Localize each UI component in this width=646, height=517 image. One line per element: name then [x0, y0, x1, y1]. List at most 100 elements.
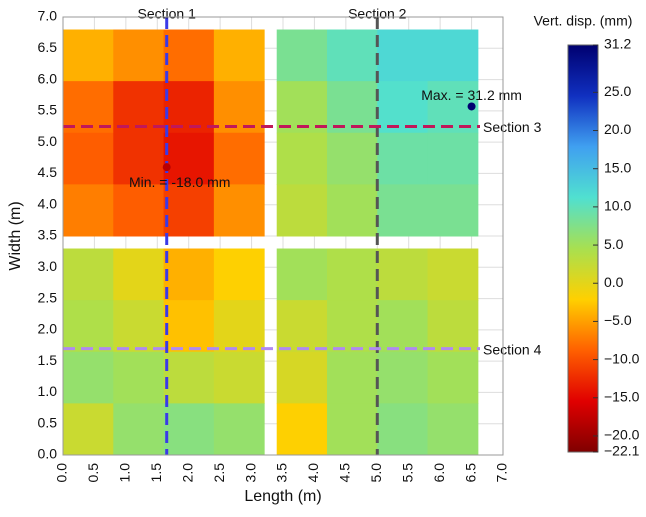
y-tick-label: 5.5	[38, 102, 58, 118]
heat-cell	[63, 184, 114, 237]
heat-cell	[377, 248, 429, 301]
heat-cell	[213, 403, 265, 456]
heat-cell	[327, 248, 378, 301]
heat-cell	[427, 132, 479, 185]
heat-cell	[213, 81, 265, 134]
colorbar-tick-label: −10.0	[604, 350, 640, 366]
heat-cell	[213, 351, 265, 404]
extreme-point	[467, 102, 476, 111]
section-label: Section 2	[348, 6, 407, 22]
heat-cell	[113, 403, 165, 456]
heat-cell	[163, 81, 215, 134]
plot-frame	[62, 16, 504, 456]
y-tick-label: 6.5	[38, 39, 58, 55]
heat-cell	[63, 351, 114, 404]
heat-cell	[213, 132, 265, 185]
heat-cell	[276, 29, 328, 82]
heat-cell	[213, 29, 265, 82]
heat-cell	[113, 81, 165, 134]
x-tick-label: 2.5	[211, 463, 227, 483]
heat-cell	[327, 184, 378, 237]
heat-cell	[63, 132, 114, 185]
y-tick-label: 3.5	[38, 227, 58, 243]
y-tick-label: 3.0	[38, 258, 58, 274]
x-tick-label: 1.5	[148, 463, 164, 483]
y-tick-label: 1.0	[38, 383, 58, 399]
heat-cell	[327, 29, 378, 82]
x-tick-label: 0.0	[54, 463, 70, 483]
heat-cell	[163, 300, 215, 353]
annotation: Max. = 31.2 mm	[421, 87, 522, 103]
heat-cell	[427, 403, 479, 456]
heat-cell	[213, 184, 265, 237]
heat-cell	[327, 351, 378, 404]
heat-cell	[113, 132, 165, 185]
section-label: Section 4	[483, 341, 542, 357]
colorbar-tick-label: −5.0	[604, 312, 632, 328]
colorbar-title: Vert. disp. (mm)	[534, 13, 633, 29]
colorbar-tick-label: 15.0	[604, 159, 631, 175]
colorbar-tick-label: −15.0	[604, 388, 640, 404]
x-tick-label: 1.0	[117, 463, 133, 483]
x-tick-label: 6.0	[431, 463, 447, 483]
heat-cell	[276, 351, 328, 404]
heat-cell	[113, 248, 165, 301]
x-tick-label: 5.5	[399, 463, 415, 483]
y-tick-label: 1.5	[38, 352, 58, 368]
heat-cell	[276, 81, 328, 134]
x-tick-label: 7.0	[494, 463, 510, 483]
heat-cell	[163, 184, 215, 237]
colorbar-tick-label: 31.2	[604, 36, 631, 52]
heat-cell	[327, 132, 378, 185]
extreme-point	[162, 163, 171, 172]
heat-cell	[377, 403, 429, 456]
heat-cell	[163, 29, 215, 82]
heat-cell	[213, 248, 265, 301]
colorbar-tick-label: 5.0	[604, 236, 624, 252]
heat-cell	[427, 248, 479, 301]
heat-cell	[427, 29, 479, 82]
heat-cell	[276, 132, 328, 185]
heat-cell	[427, 300, 479, 353]
colorbar-tick-label: −22.1	[604, 443, 640, 459]
y-tick-label: 0.5	[38, 414, 58, 430]
heat-cell	[327, 300, 378, 353]
heat-cell	[163, 132, 215, 185]
heat-cell	[377, 184, 429, 237]
y-axis-label: Width (m)	[7, 201, 24, 270]
y-tick-label: 2.5	[38, 289, 58, 305]
heat-cell	[63, 248, 114, 301]
x-tick-label: 2.0	[179, 463, 195, 483]
x-axis-label: Length (m)	[244, 488, 321, 505]
y-tick-label: 0.0	[38, 446, 58, 462]
heat-cell	[377, 81, 429, 134]
heat-cell	[276, 184, 328, 237]
colorbar	[567, 44, 599, 453]
heat-cell	[63, 29, 114, 82]
heat-cell	[327, 81, 378, 134]
x-tick-label: 3.0	[242, 463, 258, 483]
heat-cell	[327, 403, 378, 456]
heat-cell	[113, 300, 165, 353]
y-tick-label: 2.0	[38, 321, 58, 337]
section-label: Section 1	[138, 6, 197, 22]
heat-cell	[276, 248, 328, 301]
colorbar-tick-label: −20.0	[604, 427, 640, 443]
x-tick-label: 0.5	[85, 463, 101, 483]
heat-cell	[276, 300, 328, 353]
heat-cell	[113, 351, 165, 404]
colorbar-tick-label: 10.0	[604, 198, 631, 214]
colorbar-tick-label: 20.0	[604, 121, 631, 137]
heat-cell	[163, 403, 215, 456]
x-tick-label: 4.0	[305, 463, 321, 483]
y-tick-label: 4.0	[38, 195, 58, 211]
heat-cell	[113, 184, 165, 237]
x-tick-label: 5.0	[368, 463, 384, 483]
x-tick-label: 4.5	[337, 463, 353, 483]
y-tick-label: 4.5	[38, 164, 58, 180]
heat-cell	[276, 403, 328, 456]
heat-cell	[163, 351, 215, 404]
colorbar-tick-label: 0.0	[604, 274, 624, 290]
y-tick-label: 6.0	[38, 70, 58, 86]
